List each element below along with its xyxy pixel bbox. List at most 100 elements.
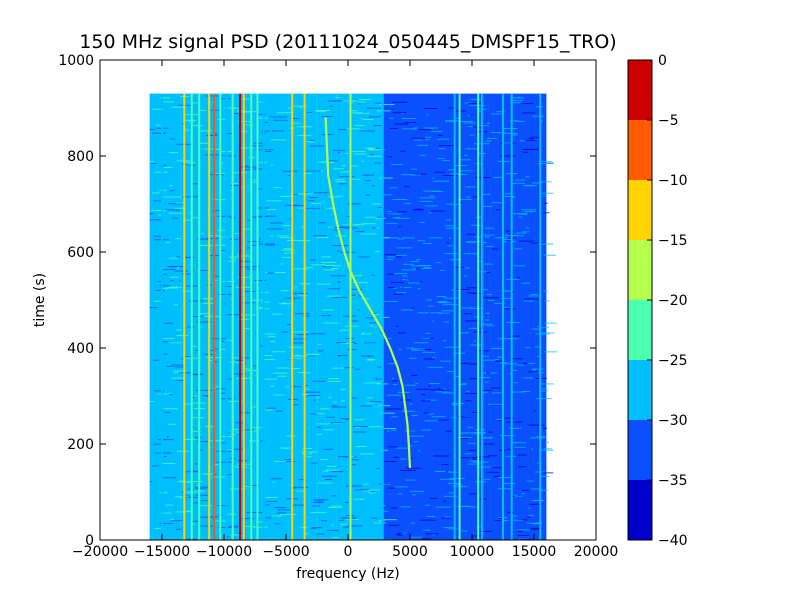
noise-speck <box>359 453 375 455</box>
noise-speck <box>222 280 235 282</box>
noise-speck <box>537 162 554 164</box>
noise-speck <box>332 245 349 247</box>
noise-speck <box>246 430 260 432</box>
noise-speck <box>267 272 275 274</box>
noise-speck <box>441 390 450 392</box>
noise-speck <box>214 464 219 466</box>
noise-speck <box>423 243 432 245</box>
noise-speck <box>460 159 471 161</box>
noise-speck <box>291 117 300 119</box>
noise-speck <box>463 253 478 255</box>
noise-speck <box>326 295 342 297</box>
noise-speck <box>517 534 529 536</box>
noise-speck <box>429 389 446 391</box>
noise-speck <box>162 462 176 464</box>
noise-speck <box>495 209 501 211</box>
noise-speck <box>477 478 484 480</box>
noise-speck <box>307 355 317 357</box>
noise-speck <box>518 216 522 218</box>
noise-speck <box>407 282 421 284</box>
noise-speck <box>208 440 224 442</box>
noise-speck <box>291 122 301 124</box>
noise-speck <box>203 487 206 489</box>
noise-speck <box>149 213 155 215</box>
noise-speck <box>521 282 531 284</box>
noise-speck <box>346 128 361 130</box>
noise-speck <box>351 288 363 290</box>
noise-speck <box>183 491 196 493</box>
noise-speck <box>316 482 332 484</box>
noise-speck <box>338 183 347 185</box>
noise-speck <box>283 248 292 250</box>
noise-speck <box>192 523 195 525</box>
noise-speck <box>354 231 365 233</box>
noise-speck <box>513 382 519 384</box>
noise-speck <box>226 536 230 538</box>
noise-speck <box>157 439 174 441</box>
noise-speck <box>351 112 362 114</box>
noise-speck <box>245 327 250 329</box>
noise-speck <box>355 426 361 428</box>
noise-speck <box>370 325 374 327</box>
noise-speck <box>411 168 417 170</box>
noise-speck <box>153 235 162 237</box>
noise-speck <box>338 519 345 521</box>
noise-speck <box>157 280 164 282</box>
noise-speck <box>406 347 414 349</box>
noise-speck <box>371 491 376 493</box>
x-tick-label: −10000 <box>196 544 252 560</box>
noise-speck <box>455 165 467 167</box>
noise-speck <box>242 290 256 292</box>
noise-speck <box>304 354 318 356</box>
noise-speck <box>323 322 340 324</box>
noise-speck <box>436 506 451 508</box>
noise-speck <box>204 154 219 156</box>
noise-speck <box>418 129 433 131</box>
noise-speck <box>313 235 327 237</box>
noise-speck <box>534 346 540 348</box>
noise-speck <box>262 378 277 380</box>
noise-speck <box>310 259 317 261</box>
noise-speck <box>517 454 527 456</box>
noise-speck <box>430 210 444 212</box>
noise-speck <box>190 373 203 375</box>
noise-speck <box>365 402 375 404</box>
noise-speck <box>498 517 506 519</box>
noise-speck <box>487 403 503 405</box>
noise-speck <box>313 499 329 501</box>
noise-speck <box>310 512 326 514</box>
noise-speck <box>484 381 489 383</box>
noise-speck <box>496 111 505 113</box>
noise-speck <box>543 195 546 197</box>
noise-speck <box>440 478 455 480</box>
noise-speck <box>327 506 343 508</box>
noise-speck <box>400 469 417 471</box>
noise-speck <box>484 319 489 321</box>
noise-speck <box>408 457 413 459</box>
noise-speck <box>368 492 377 494</box>
noise-speck <box>340 388 346 390</box>
noise-speck <box>217 293 233 295</box>
noise-speck <box>270 478 282 480</box>
noise-speck <box>424 136 432 138</box>
noise-speck <box>229 431 243 433</box>
noise-speck <box>395 292 407 294</box>
noise-speck <box>316 111 326 113</box>
noise-speck <box>304 391 321 393</box>
noise-speck <box>172 217 178 219</box>
noise-speck <box>392 380 398 382</box>
noise-speck <box>273 119 288 121</box>
noise-speck <box>278 303 294 305</box>
noise-speck <box>355 224 365 226</box>
noise-speck <box>198 269 208 271</box>
noise-speck <box>258 149 274 151</box>
noise-speck <box>158 214 164 216</box>
noise-speck <box>484 227 494 229</box>
colorbar-level <box>628 240 652 300</box>
noise-speck <box>439 360 451 362</box>
noise-speck <box>521 493 526 495</box>
noise-speck <box>322 134 335 136</box>
noise-speck <box>183 496 199 498</box>
noise-speck <box>216 450 233 452</box>
noise-speck <box>375 147 380 149</box>
